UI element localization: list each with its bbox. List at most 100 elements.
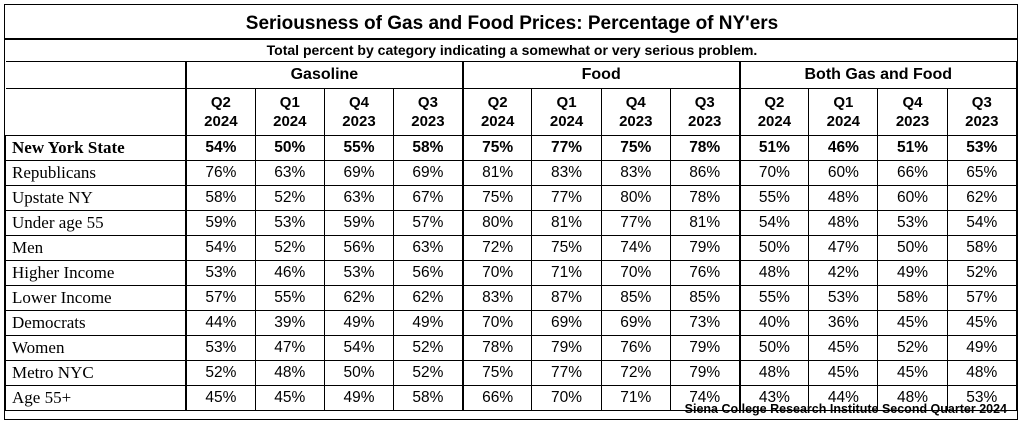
value-cell: 62%	[323, 285, 395, 311]
value-cell: 44%	[185, 310, 256, 336]
value-cell: 58%	[393, 385, 464, 411]
value-cell: 49%	[877, 260, 948, 286]
value-cell: 56%	[323, 235, 395, 261]
value-cell: 83%	[600, 160, 671, 186]
value-cell: 58%	[877, 285, 948, 311]
value-cell: 57%	[185, 285, 256, 311]
group-header: Gasoline	[185, 61, 464, 89]
period-quarter: Q1	[279, 94, 300, 111]
value-cell: 52%	[393, 335, 464, 361]
value-cell: 77%	[531, 135, 602, 161]
value-cell: 56%	[393, 260, 464, 286]
period-quarter: Q2	[210, 94, 231, 111]
value-cell: 48%	[738, 260, 810, 286]
value-cell: 62%	[393, 285, 464, 311]
period-year: 2023	[688, 113, 722, 130]
period-quarter: Q3	[694, 94, 715, 111]
value-cell: 59%	[185, 210, 256, 236]
value-cell: 60%	[877, 185, 948, 211]
period-header: Q1 2024	[808, 88, 879, 136]
value-cell: 76%	[669, 260, 741, 286]
period-year: 2024	[757, 113, 792, 130]
value-cell: 53%	[877, 210, 948, 236]
period-year: 2023	[965, 113, 999, 130]
value-cell: 48%	[808, 210, 879, 236]
row-label: Age 55+	[5, 385, 187, 411]
value-cell: 49%	[323, 310, 395, 336]
value-cell: 79%	[669, 335, 741, 361]
period-quarter: Q3	[417, 94, 438, 111]
row-label: Men	[5, 235, 187, 261]
table-body: New York State 54% 50% 55% 58% 75% 77% 75% 78% 51…	[5, 135, 1018, 411]
period-header: Q3 2023	[946, 88, 1018, 136]
value-cell: 58%	[185, 185, 256, 211]
period-header-row: Q2 2024 Q1 2024 Q4 2023 Q3 2023 Q2 2024 Q1 2024 Q4 20…	[5, 88, 1018, 136]
value-cell: 83%	[461, 285, 533, 311]
value-cell: 51%	[738, 135, 810, 161]
value-cell: 87%	[531, 285, 602, 311]
value-cell: 53%	[946, 135, 1018, 161]
value-cell: 55%	[738, 285, 810, 311]
value-cell: 70%	[738, 160, 810, 186]
value-cell: 50%	[877, 235, 948, 261]
group-header: Both Gas and Food	[738, 61, 1017, 89]
value-cell: 75%	[461, 185, 533, 211]
value-cell: 70%	[531, 385, 602, 411]
period-quarter: Q4	[902, 94, 923, 111]
period-quarter: Q1	[556, 94, 577, 111]
value-cell: 50%	[738, 235, 810, 261]
value-cell: 54%	[185, 135, 256, 161]
period-header: Q2 2024	[738, 88, 810, 136]
value-cell: 69%	[323, 160, 395, 186]
value-cell: 58%	[393, 135, 464, 161]
value-cell: 48%	[254, 360, 325, 386]
value-cell: 76%	[600, 335, 671, 361]
value-cell: 45%	[946, 310, 1018, 336]
value-cell: 53%	[254, 210, 325, 236]
value-cell: 55%	[738, 185, 810, 211]
period-quarter: Q2	[764, 94, 785, 111]
value-cell: 70%	[461, 260, 533, 286]
value-cell: 53%	[946, 385, 1018, 411]
value-cell: 70%	[600, 260, 671, 286]
value-cell: 54%	[323, 335, 395, 361]
value-cell: 45%	[808, 360, 879, 386]
value-cell: 85%	[669, 285, 741, 311]
row-label: Metro NYC	[5, 360, 187, 386]
row-label: Under age 55	[5, 210, 187, 236]
row-label: Higher Income	[5, 260, 187, 286]
value-cell: 53%	[808, 285, 879, 311]
table-subtitle: Total percent by category indicating a s…	[266, 42, 758, 58]
period-year: 2024	[480, 113, 515, 130]
period-year: 2023	[411, 113, 445, 130]
period-year: 2023	[342, 113, 376, 130]
value-cell: 48%	[946, 360, 1018, 386]
table-row: Democrats 44% 39% 49% 49% 70% 69% 69% 73% 40% 36% 4…	[5, 310, 1018, 336]
corner-cell-lower	[5, 88, 187, 136]
value-cell: 57%	[393, 210, 464, 236]
value-cell: 58%	[946, 235, 1018, 261]
value-cell: 66%	[877, 160, 948, 186]
value-cell: 71%	[600, 385, 671, 411]
value-cell: 86%	[669, 160, 741, 186]
value-cell: 49%	[323, 385, 395, 411]
value-cell: 55%	[254, 285, 325, 311]
value-cell: 48%	[877, 385, 948, 411]
value-cell: 70%	[461, 310, 533, 336]
value-cell: 69%	[393, 160, 464, 186]
period-header: Q2 2024	[461, 88, 533, 136]
value-cell: 75%	[600, 135, 671, 161]
table-row: Metro NYC 52% 48% 50% 52% 75% 77% 72% 79% 48% 45% 4…	[5, 360, 1018, 386]
value-cell: 49%	[946, 335, 1018, 361]
value-cell: 46%	[254, 260, 325, 286]
table-row: Republicans 76% 63% 69% 69% 81% 83% 83% 86% 70% 60…	[5, 160, 1018, 186]
value-cell: 45%	[185, 385, 256, 411]
value-cell: 50%	[738, 335, 810, 361]
period-quarter: Q1	[833, 94, 854, 111]
table-row: Age 55+ 45% 45% 49% 58% 66% 70% 71% 74% 43% 44% 48%…	[5, 385, 1018, 411]
value-cell: 83%	[531, 160, 602, 186]
value-cell: 57%	[946, 285, 1018, 311]
value-cell: 75%	[531, 235, 602, 261]
value-cell: 48%	[808, 185, 879, 211]
value-cell: 73%	[669, 310, 741, 336]
